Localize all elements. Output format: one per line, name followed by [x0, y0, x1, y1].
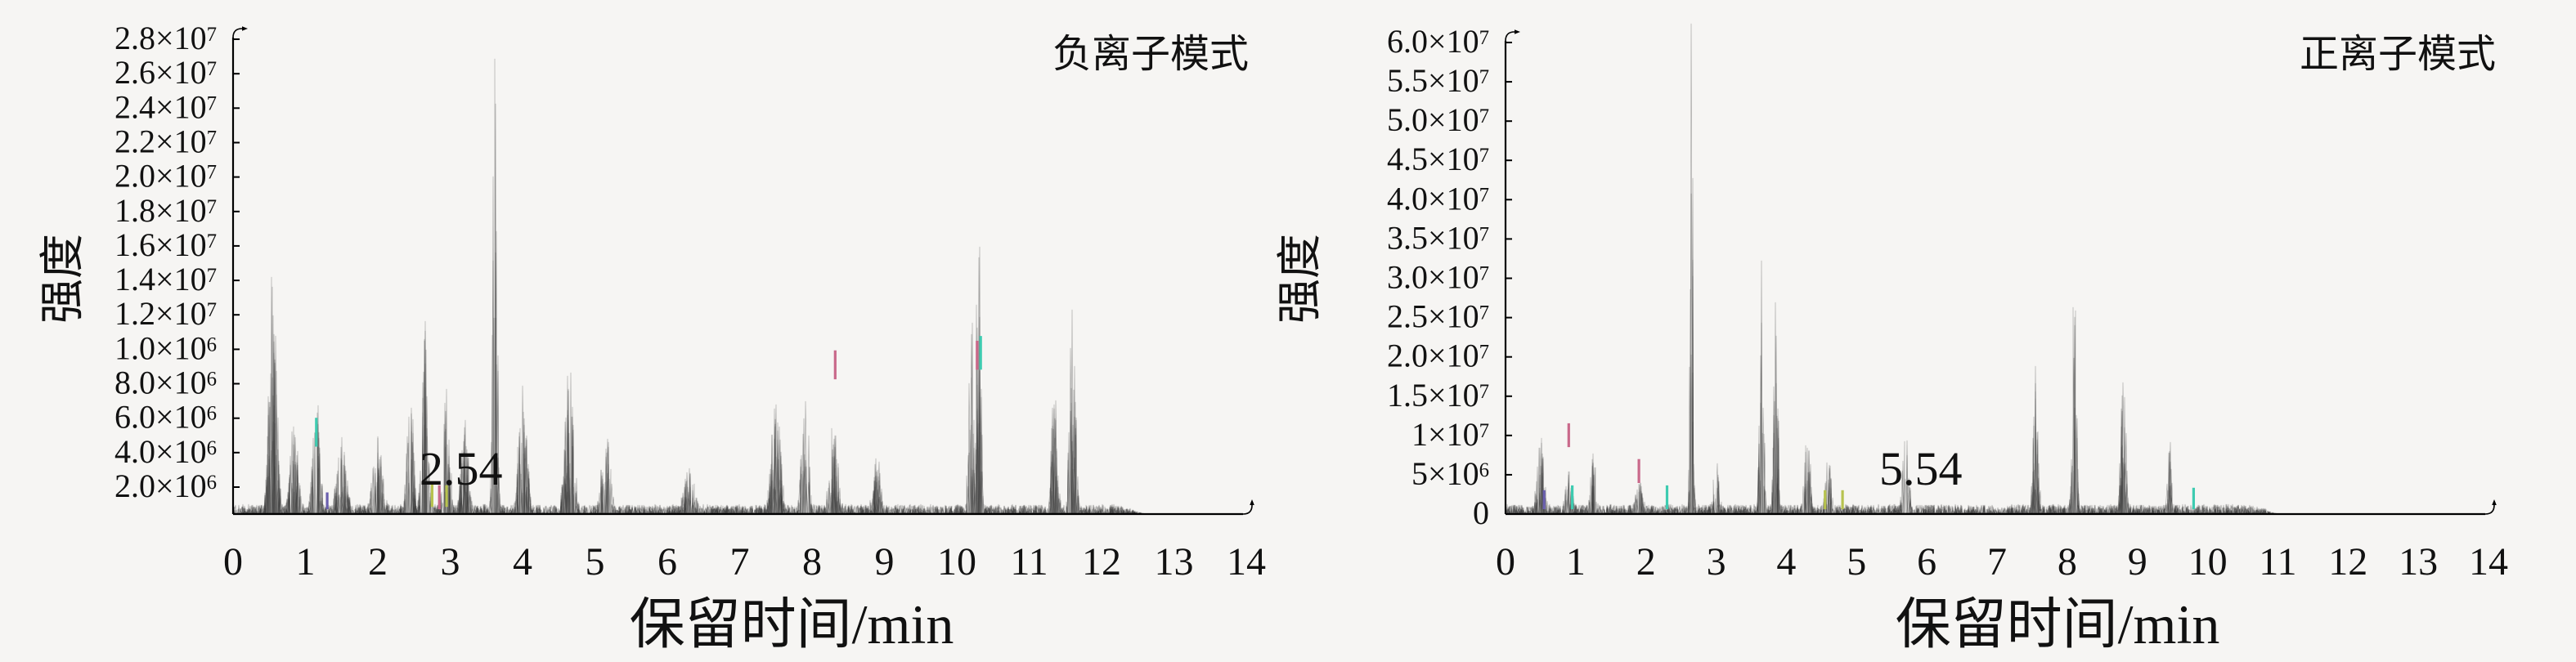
- svg-text:强度: 强度: [38, 234, 88, 324]
- svg-text:5×106: 5×106: [1411, 455, 1489, 492]
- svg-text:4: 4: [513, 540, 532, 584]
- svg-text:5.54: 5.54: [1879, 442, 1963, 495]
- svg-text:6.0×107: 6.0×107: [1387, 23, 1489, 60]
- svg-text:2.4×107: 2.4×107: [114, 88, 217, 125]
- svg-text:正离子模式: 正离子模式: [2300, 33, 2496, 76]
- svg-text:4.5×107: 4.5×107: [1387, 141, 1489, 177]
- svg-text:1.0×106: 1.0×106: [114, 329, 217, 366]
- svg-text:7: 7: [730, 540, 750, 584]
- svg-text:1.4×107: 1.4×107: [114, 261, 217, 297]
- svg-text:1.8×107: 1.8×107: [114, 192, 217, 229]
- svg-text:保留时间/min: 保留时间/min: [1896, 593, 2220, 655]
- svg-text:0: 0: [223, 540, 243, 584]
- svg-text:5.5×107: 5.5×107: [1387, 62, 1489, 99]
- svg-text:保留时间/min: 保留时间/min: [630, 593, 954, 655]
- svg-text:0: 0: [1496, 540, 1515, 584]
- svg-text:2.54: 2.54: [420, 442, 503, 495]
- svg-text:8.0×106: 8.0×106: [114, 365, 217, 401]
- svg-text:5: 5: [1847, 540, 1866, 584]
- svg-text:9: 9: [2128, 540, 2147, 584]
- svg-text:9: 9: [875, 540, 895, 584]
- svg-text:14: 14: [1227, 540, 1266, 584]
- svg-text:10: 10: [2188, 540, 2228, 584]
- svg-text:2.0×107: 2.0×107: [1387, 338, 1489, 374]
- svg-text:12: 12: [2328, 540, 2367, 584]
- svg-text:2.6×107: 2.6×107: [114, 54, 217, 91]
- svg-text:3: 3: [1707, 540, 1726, 584]
- svg-text:1.5×107: 1.5×107: [1387, 377, 1489, 414]
- svg-text:6: 6: [1917, 540, 1936, 584]
- svg-text:11: 11: [1010, 540, 1048, 584]
- svg-text:7: 7: [1987, 540, 2007, 584]
- svg-text:5: 5: [586, 540, 605, 584]
- svg-text:2: 2: [1636, 540, 1656, 584]
- svg-text:3.0×107: 3.0×107: [1387, 259, 1489, 296]
- svg-text:13: 13: [1155, 540, 1194, 584]
- svg-text:1.6×107: 1.6×107: [114, 226, 217, 263]
- svg-text:4.0×107: 4.0×107: [1387, 180, 1489, 217]
- svg-text:强度: 强度: [1275, 234, 1325, 324]
- svg-text:1: 1: [296, 540, 316, 584]
- svg-text:6.0×106: 6.0×106: [114, 399, 217, 436]
- svg-text:0: 0: [1473, 494, 1489, 531]
- svg-text:1×107: 1×107: [1411, 416, 1489, 453]
- svg-text:2.8×107: 2.8×107: [114, 20, 217, 56]
- svg-text:6: 6: [657, 540, 677, 584]
- svg-text:14: 14: [2469, 540, 2508, 584]
- svg-text:13: 13: [2399, 540, 2438, 584]
- svg-text:11: 11: [2259, 540, 2296, 584]
- svg-text:8: 8: [802, 540, 822, 584]
- svg-text:2.0×106: 2.0×106: [114, 467, 217, 504]
- svg-text:3: 3: [441, 540, 460, 584]
- svg-text:8: 8: [2058, 540, 2077, 584]
- svg-text:1.2×107: 1.2×107: [114, 295, 217, 332]
- svg-text:2.0×107: 2.0×107: [114, 158, 217, 195]
- svg-text:3.5×107: 3.5×107: [1387, 219, 1489, 256]
- svg-text:2.2×107: 2.2×107: [114, 123, 217, 160]
- svg-text:2: 2: [368, 540, 388, 584]
- svg-text:负离子模式: 负离子模式: [1052, 33, 1249, 76]
- svg-text:1: 1: [1566, 540, 1586, 584]
- svg-text:2.5×107: 2.5×107: [1387, 298, 1489, 335]
- svg-text:4: 4: [1776, 540, 1796, 584]
- svg-text:4.0×106: 4.0×106: [114, 433, 217, 470]
- svg-text:12: 12: [1082, 540, 1121, 584]
- svg-text:5.0×107: 5.0×107: [1387, 101, 1489, 138]
- svg-text:10: 10: [937, 540, 976, 584]
